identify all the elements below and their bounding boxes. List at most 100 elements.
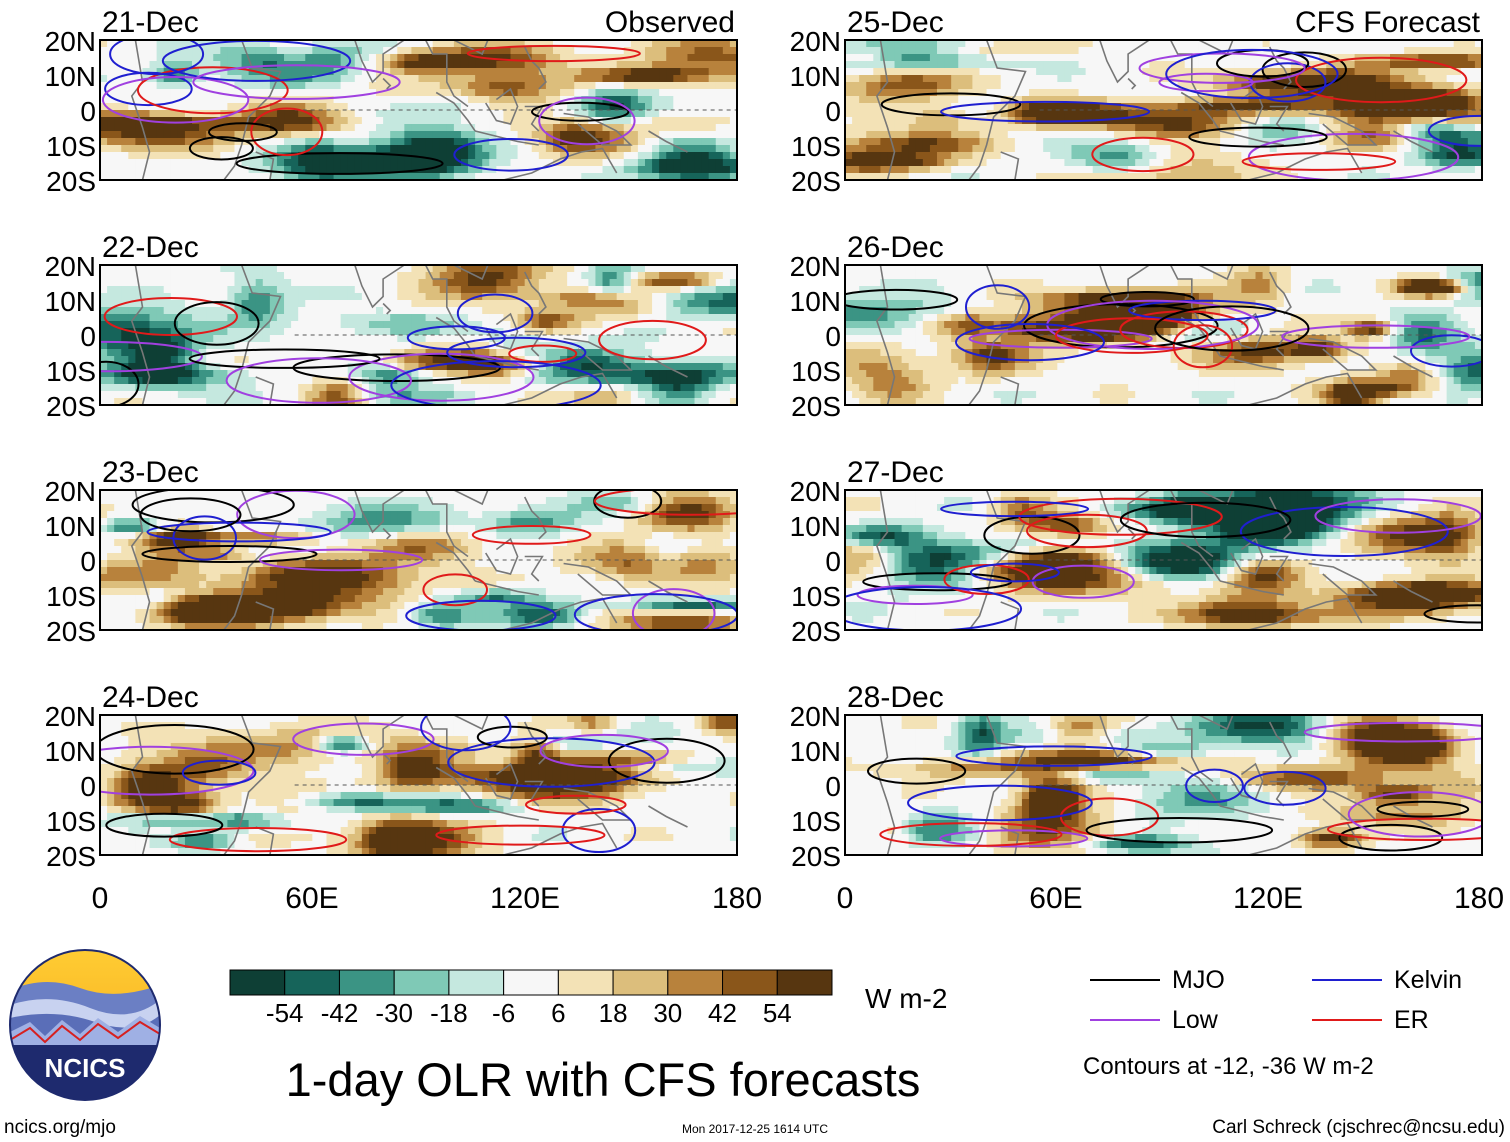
heat-cell xyxy=(1156,117,1165,125)
heat-cell xyxy=(979,145,988,153)
heat-cell xyxy=(1099,75,1108,83)
heat-cell xyxy=(1135,96,1143,104)
heat-cell xyxy=(368,131,377,139)
heat-cell xyxy=(1333,82,1342,90)
heat-cell xyxy=(404,89,413,97)
heat-cell xyxy=(227,349,236,357)
heat-cell xyxy=(446,103,455,111)
heat-cell xyxy=(255,279,264,287)
heat-cell xyxy=(107,279,115,287)
heat-cell xyxy=(887,89,896,97)
wave-contour xyxy=(208,122,278,142)
heat-cell xyxy=(291,335,299,343)
heat-cell xyxy=(560,265,568,273)
heat-cell xyxy=(170,349,179,357)
heat-cell xyxy=(432,286,441,294)
heat-cell xyxy=(680,265,689,273)
heat-cell xyxy=(1064,68,1073,76)
heat-cell xyxy=(1354,89,1363,97)
heat-cell xyxy=(1021,96,1030,104)
heat-cell xyxy=(644,96,653,104)
heat-cell xyxy=(262,342,271,350)
heat-cell xyxy=(1262,110,1271,118)
heat-cell xyxy=(170,131,179,139)
heat-cell xyxy=(616,265,625,273)
heat-cell xyxy=(121,159,129,167)
heat-cell xyxy=(545,138,554,146)
heat-cell xyxy=(234,265,243,273)
heat-cell xyxy=(965,82,973,90)
heat-cell xyxy=(666,75,674,83)
heat-cell xyxy=(595,152,604,160)
heat-cell xyxy=(873,40,881,48)
heat-cell xyxy=(1319,47,1327,55)
heat-cell xyxy=(1474,152,1482,160)
heat-cell xyxy=(284,335,292,343)
y-tick-label: 20N xyxy=(45,26,96,57)
heat-cell xyxy=(206,145,214,153)
heat-cell xyxy=(616,314,625,322)
heat-cell xyxy=(588,314,597,322)
heat-cell xyxy=(192,131,200,139)
heat-cell xyxy=(1128,159,1136,167)
heat-cell xyxy=(1305,124,1313,132)
heat-cell xyxy=(715,103,724,111)
heat-cell xyxy=(1135,131,1143,139)
heat-cell xyxy=(340,103,349,111)
heat-cell xyxy=(121,110,129,118)
heat-cell xyxy=(1163,89,1172,97)
heat-cell xyxy=(262,300,271,308)
heat-cell xyxy=(986,61,995,69)
heat-cell xyxy=(623,117,632,125)
heat-cell xyxy=(298,117,306,125)
heat-cell xyxy=(1113,103,1122,111)
heat-cell xyxy=(937,68,945,76)
heat-cell xyxy=(609,117,618,125)
coastlines xyxy=(130,40,688,180)
heat-cell xyxy=(722,103,731,111)
heat-cell xyxy=(545,265,554,273)
heat-cell xyxy=(680,47,689,55)
heat-cell xyxy=(1021,75,1030,83)
heat-cell xyxy=(241,145,250,153)
heat-cell xyxy=(220,131,228,139)
heat-cell xyxy=(595,265,604,273)
heat-cell xyxy=(965,96,973,104)
heat-cell xyxy=(432,328,441,336)
heat-cell xyxy=(644,110,653,118)
heat-cell xyxy=(368,145,377,153)
heat-cell xyxy=(1014,131,1023,139)
heat-cell xyxy=(1064,54,1073,62)
heat-cell xyxy=(616,145,625,153)
heat-cell xyxy=(156,342,165,350)
heat-cell xyxy=(234,328,243,336)
heat-cell xyxy=(680,349,689,357)
heat-cell xyxy=(156,173,165,180)
heat-cell xyxy=(1142,96,1150,104)
heat-cell xyxy=(972,75,981,83)
wave-contour xyxy=(1241,152,1397,171)
heat-cell xyxy=(680,342,689,350)
heat-cell xyxy=(1099,166,1108,174)
heat-cell xyxy=(637,279,646,287)
heat-cell xyxy=(687,279,696,287)
heat-cell xyxy=(1397,96,1405,104)
heat-cell xyxy=(284,286,292,294)
heat-cell xyxy=(326,131,335,139)
heat-cell xyxy=(567,293,575,301)
heat-cell xyxy=(588,265,597,273)
heat-cell xyxy=(524,82,533,90)
heat-cell xyxy=(1078,89,1087,97)
heat-cell xyxy=(503,307,512,315)
heat-cell xyxy=(602,293,611,301)
heat-cell xyxy=(361,286,370,294)
heat-cell xyxy=(1078,68,1087,76)
heat-cell xyxy=(1297,124,1306,132)
heat-cell xyxy=(1276,159,1285,167)
heat-cell xyxy=(149,124,158,132)
heat-cell xyxy=(468,103,476,111)
heat-cell xyxy=(873,124,881,132)
heat-cell xyxy=(107,61,115,69)
heat-cell xyxy=(993,166,1002,174)
heat-cell xyxy=(1439,40,1448,48)
